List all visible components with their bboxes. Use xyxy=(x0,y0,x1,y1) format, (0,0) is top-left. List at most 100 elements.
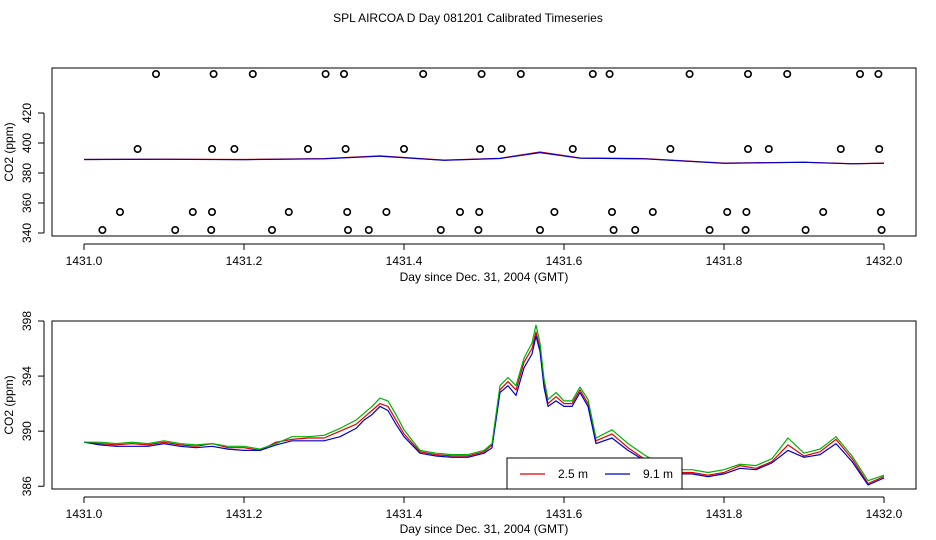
top-x-tick-label: 1431.6 xyxy=(546,254,583,268)
top-data-point xyxy=(607,208,616,217)
top-data-point xyxy=(475,145,484,154)
top-data-point xyxy=(116,208,125,217)
top-data-point xyxy=(497,145,506,154)
top-data-point xyxy=(209,70,218,79)
bottom-x-tick-label: 1431.6 xyxy=(546,507,583,521)
bottom-y-tick-label: 398 xyxy=(20,311,34,331)
top-data-point xyxy=(171,226,180,235)
top-data-point xyxy=(550,208,559,217)
top-data-point xyxy=(230,145,239,154)
top-series-9-1-m xyxy=(83,152,885,165)
bottom-panel: 1431.0 1431.2 1431.4 1431.6 1431.8 1432.0 386… xyxy=(2,311,917,536)
top-data-point xyxy=(877,226,886,235)
top-data-point xyxy=(516,70,525,79)
bottom-x-axis: 1431.0 1431.2 1431.4 1431.6 1431.8 1432.0 xyxy=(66,496,903,521)
top-data-point xyxy=(207,226,216,235)
bottom-y-tick-label: 390 xyxy=(20,421,34,441)
figure-title: SPL AIRCOA D Day 081201 Calibrated Times… xyxy=(333,11,603,25)
top-x-axis: 1431.0 1431.2 1431.4 1431.6 1431.8 1432.0 xyxy=(66,243,903,268)
top-data-point xyxy=(609,226,618,235)
top-data-point xyxy=(855,70,864,79)
top-data-point xyxy=(399,145,408,154)
top-data-point xyxy=(874,70,883,79)
top-data-point xyxy=(339,70,348,79)
top-data-point xyxy=(267,226,276,235)
top-data-point xyxy=(208,145,217,154)
bottom-x-tick-label: 1432.0 xyxy=(866,507,903,521)
top-plot-frame xyxy=(51,67,917,237)
top-y-tick-label: 360 xyxy=(20,193,34,213)
top-data-point xyxy=(208,208,217,217)
top-data-point xyxy=(648,208,657,217)
legend-label-2-5m: 2.5 m xyxy=(558,467,588,481)
top-data-point xyxy=(685,70,694,79)
bottom-y-axis: 386 390 394 398 xyxy=(20,311,45,496)
top-data-point xyxy=(631,226,640,235)
top-data-point xyxy=(836,145,845,154)
top-data-point xyxy=(605,70,614,79)
top-data-point xyxy=(188,208,197,217)
top-data-point xyxy=(284,208,293,217)
top-data-point xyxy=(419,70,428,79)
top-data-point xyxy=(723,208,732,217)
legend-label-9-1m: 9.1 m xyxy=(643,467,673,481)
top-data-point xyxy=(743,70,752,79)
bottom-series-2-5-m xyxy=(83,331,885,485)
top-x-tick-label: 1431.2 xyxy=(226,254,263,268)
bottom-x-tick-label: 1431.4 xyxy=(386,507,423,521)
bottom-y-tick-label: 386 xyxy=(20,476,34,496)
top-x-tick-label: 1431.0 xyxy=(66,254,103,268)
bottom-x-tick-label: 1431.2 xyxy=(226,507,263,521)
top-data-point xyxy=(819,208,828,217)
bottom-series-lines xyxy=(83,324,885,486)
top-data-point xyxy=(475,208,484,217)
top-data-point xyxy=(876,208,885,217)
bottom-y-axis-label: CO2 (ppm) xyxy=(2,375,16,434)
top-y-tick-label: 420 xyxy=(20,103,34,123)
top-data-point xyxy=(477,70,486,79)
top-series-lines xyxy=(83,151,885,165)
top-x-tick-label: 1431.4 xyxy=(386,254,423,268)
top-y-tick-label: 400 xyxy=(20,133,34,153)
top-data-point xyxy=(568,145,577,154)
top-data-point xyxy=(321,70,330,79)
top-x-tick-label: 1432.0 xyxy=(866,254,903,268)
top-y-tick-label: 380 xyxy=(20,163,34,183)
bottom-y-tick-label: 394 xyxy=(20,366,34,386)
bottom-x-tick-label: 1431.8 xyxy=(706,507,743,521)
top-data-point xyxy=(801,226,810,235)
top-data-point xyxy=(382,208,391,217)
top-panel: 1431.0 1431.2 1431.4 1431.6 1431.8 1432.0 340… xyxy=(2,67,917,284)
top-data-point xyxy=(741,226,750,235)
top-data-point xyxy=(705,226,714,235)
top-points xyxy=(98,70,886,235)
bottom-plot-frame xyxy=(51,320,917,490)
legend: 2.5 m 9.1 m xyxy=(506,457,683,490)
top-data-point xyxy=(742,208,751,217)
top-data-point xyxy=(743,145,752,154)
top-data-point xyxy=(343,226,352,235)
top-data-point xyxy=(436,226,445,235)
top-data-point xyxy=(474,226,483,235)
top-data-point xyxy=(303,145,312,154)
top-data-point xyxy=(535,226,544,235)
top-data-point xyxy=(455,208,464,217)
top-x-axis-label: Day since Dec. 31, 2004 (GMT) xyxy=(400,270,569,284)
top-data-point xyxy=(248,70,257,79)
top-data-point xyxy=(607,145,616,154)
top-data-point xyxy=(152,70,161,79)
bottom-series-green xyxy=(84,324,885,482)
top-data-point xyxy=(343,208,352,217)
top-data-point xyxy=(588,70,597,79)
top-y-axis: 340 360 380 400 420 xyxy=(20,103,45,243)
top-data-point xyxy=(98,226,107,235)
top-series-2-5-m xyxy=(83,151,885,165)
top-data-point xyxy=(364,226,373,235)
top-data-point xyxy=(666,145,675,154)
top-data-point xyxy=(133,145,142,154)
top-y-axis-label: CO2 (ppm) xyxy=(2,122,16,181)
top-data-point xyxy=(341,145,350,154)
top-y-tick-label: 340 xyxy=(20,223,34,243)
top-data-point xyxy=(783,70,792,79)
